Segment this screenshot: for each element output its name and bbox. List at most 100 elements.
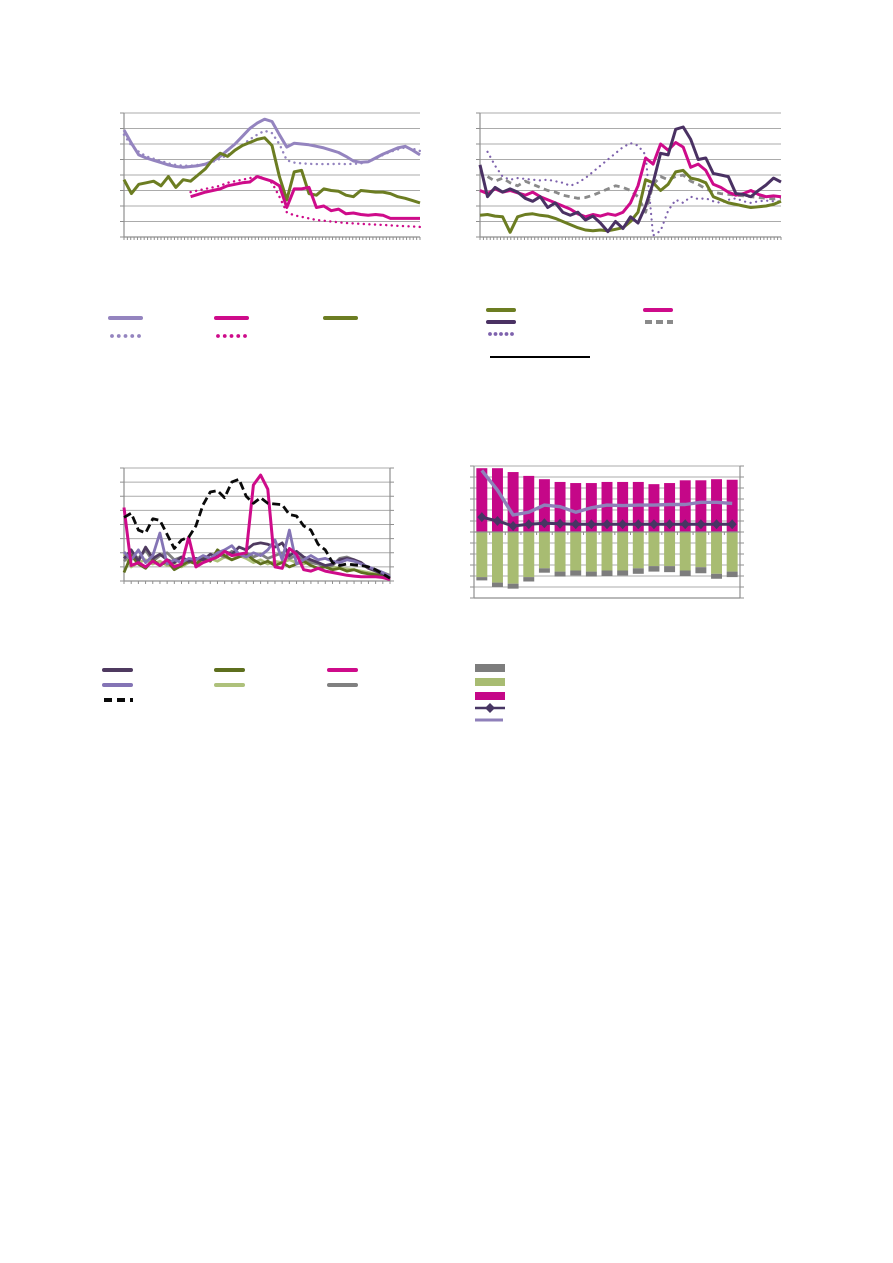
dark-olive-key-swatch bbox=[214, 668, 245, 672]
series-olive-solid bbox=[122, 136, 421, 205]
bar-green-down bbox=[632, 532, 644, 569]
diamond-marker bbox=[571, 519, 581, 530]
legend-key-lilac-solid-key bbox=[108, 311, 147, 325]
olive-solid-key-swatch bbox=[486, 308, 516, 312]
bar-magenta-up bbox=[664, 483, 676, 532]
swatch-dot bbox=[216, 334, 220, 338]
diamond-marker bbox=[492, 516, 502, 526]
black-dashed-key-swatch bbox=[104, 698, 133, 702]
diamond-marker bbox=[477, 512, 487, 523]
series-magenta-solid bbox=[479, 141, 782, 219]
bar-gray-down bbox=[523, 577, 535, 582]
series-dark-purple-solid bbox=[478, 125, 782, 234]
series-magenta-solid bbox=[190, 175, 420, 220]
diamond-marker bbox=[680, 519, 690, 530]
bar-green-down bbox=[726, 532, 738, 572]
bar-magenta-up bbox=[523, 475, 535, 532]
bar-magenta-up bbox=[601, 481, 613, 532]
swatch-bar bbox=[475, 678, 505, 686]
bar-magenta-up bbox=[570, 483, 582, 532]
swatch-dot bbox=[110, 334, 114, 338]
magenta-key-swatch bbox=[327, 668, 358, 672]
middle-right-stacked-bar-chart bbox=[462, 454, 752, 610]
bar-gray-down bbox=[648, 566, 660, 572]
legend-key-gray-bar-key bbox=[473, 661, 509, 675]
bar-magenta-up bbox=[632, 481, 644, 532]
bar-green-down bbox=[523, 532, 535, 578]
chart-2-canvas bbox=[476, 112, 783, 240]
bar-green-down bbox=[491, 532, 503, 583]
bar-gray-down bbox=[601, 570, 613, 576]
bar-gray-down bbox=[538, 568, 550, 573]
legend-key-black-dashed-key bbox=[102, 693, 137, 707]
series-black-dashed bbox=[123, 477, 391, 580]
bar-magenta-up bbox=[648, 484, 660, 532]
bar-green-down bbox=[601, 532, 613, 571]
bar-green-down bbox=[570, 532, 582, 571]
bar-green-down bbox=[538, 532, 550, 569]
diamond-marker bbox=[555, 518, 565, 529]
bar-green-down bbox=[711, 532, 723, 574]
diamond-marker bbox=[633, 519, 643, 530]
series-lilac-line bbox=[480, 469, 733, 517]
chart-4-canvas bbox=[470, 465, 744, 599]
bar-green-down bbox=[554, 532, 566, 572]
swatch-dot bbox=[137, 334, 141, 338]
bar-green-down bbox=[695, 532, 707, 568]
swatch-dot bbox=[123, 334, 128, 338]
series-light-purple bbox=[122, 528, 391, 579]
gray-bar-key-swatch bbox=[475, 664, 505, 672]
bar-magenta-up bbox=[695, 480, 707, 532]
bar-gray-down bbox=[711, 573, 723, 579]
bar-green-down bbox=[476, 532, 488, 578]
lilac-line-key-swatch bbox=[475, 718, 503, 722]
legend-key-gray-key bbox=[327, 678, 362, 692]
bar-gray-down bbox=[491, 582, 503, 587]
magenta-dotted-key-swatch bbox=[216, 334, 247, 338]
diamond-marker bbox=[712, 519, 722, 530]
legend-key-purple-dotted-key bbox=[486, 327, 520, 341]
bar-gray-down bbox=[726, 571, 738, 578]
bar-green-down bbox=[507, 532, 519, 584]
legend-key-purple-diamond-line-key bbox=[473, 701, 509, 715]
chart-1-canvas bbox=[120, 112, 422, 240]
bar-gray-down bbox=[664, 566, 676, 573]
bar-green-down bbox=[679, 532, 691, 571]
swatch-dot bbox=[222, 334, 227, 338]
lilac-dotted-key-swatch bbox=[110, 334, 141, 338]
gray-key-swatch bbox=[327, 683, 358, 687]
legend-key-lilac-dotted-key bbox=[108, 329, 147, 343]
bar-magenta-up bbox=[476, 468, 488, 532]
swatch-dot bbox=[243, 334, 247, 338]
purple-dotted-key-swatch bbox=[488, 332, 514, 336]
bar-gray-down bbox=[570, 570, 582, 576]
middle-left-line-chart bbox=[112, 456, 402, 593]
swatch-diamond bbox=[485, 703, 495, 713]
legend-key-magenta-solid-key bbox=[643, 303, 677, 317]
diamond-marker bbox=[602, 519, 612, 530]
diamond-marker bbox=[586, 519, 596, 530]
gray-dashed-key-swatch bbox=[645, 320, 673, 324]
magenta-solid-key-swatch bbox=[214, 316, 249, 320]
series-lilac-solid bbox=[122, 117, 421, 169]
purple-diamond-line-key-swatch bbox=[475, 703, 505, 713]
dark-purple-solid-key-swatch bbox=[486, 320, 516, 324]
swatch-dot bbox=[499, 332, 503, 336]
lilac-solid-key-swatch bbox=[108, 316, 143, 320]
magenta-bar-key-swatch bbox=[475, 692, 505, 700]
legend-key-gray-dashed-key bbox=[643, 315, 677, 329]
light-green-key-swatch bbox=[214, 683, 245, 687]
legend-key-light-purple-key bbox=[102, 678, 137, 692]
bar-magenta-up bbox=[507, 472, 519, 532]
legend-key-dark-purple-solid-key bbox=[486, 315, 520, 329]
legend-key-dark-olive-key bbox=[214, 663, 249, 677]
diamond-marker bbox=[618, 519, 628, 530]
green-bar-key-swatch bbox=[475, 678, 505, 686]
diamond-marker bbox=[539, 518, 549, 529]
series-lilac-dotted bbox=[122, 129, 422, 167]
bar-green-down bbox=[617, 532, 629, 571]
bar-gray-down bbox=[679, 570, 691, 576]
swatch-dot bbox=[488, 332, 492, 336]
legend-key-magenta-bar-key bbox=[473, 689, 509, 703]
diamond-marker bbox=[696, 519, 706, 530]
